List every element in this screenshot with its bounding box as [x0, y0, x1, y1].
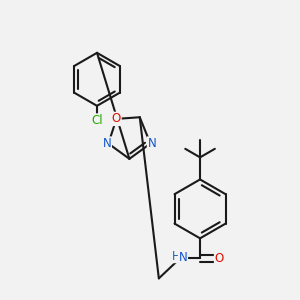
Text: N: N [178, 251, 188, 264]
Text: N: N [103, 137, 111, 150]
Text: H: H [172, 250, 181, 262]
Text: N: N [148, 137, 156, 150]
Text: O: O [112, 112, 121, 125]
Text: Cl: Cl [91, 114, 103, 127]
Text: O: O [214, 252, 224, 265]
